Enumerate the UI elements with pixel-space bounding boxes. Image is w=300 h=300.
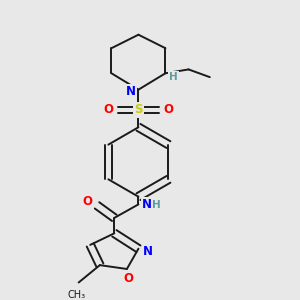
Text: S: S: [134, 103, 143, 116]
Text: H: H: [152, 200, 161, 210]
Text: O: O: [163, 103, 173, 116]
Text: O: O: [103, 103, 113, 116]
Text: N: N: [142, 198, 152, 211]
Text: H: H: [169, 72, 178, 82]
Text: O: O: [82, 195, 92, 208]
Text: N: N: [143, 245, 153, 258]
Text: O: O: [124, 272, 134, 285]
Text: N: N: [126, 85, 136, 98]
Text: CH₃: CH₃: [68, 290, 86, 300]
